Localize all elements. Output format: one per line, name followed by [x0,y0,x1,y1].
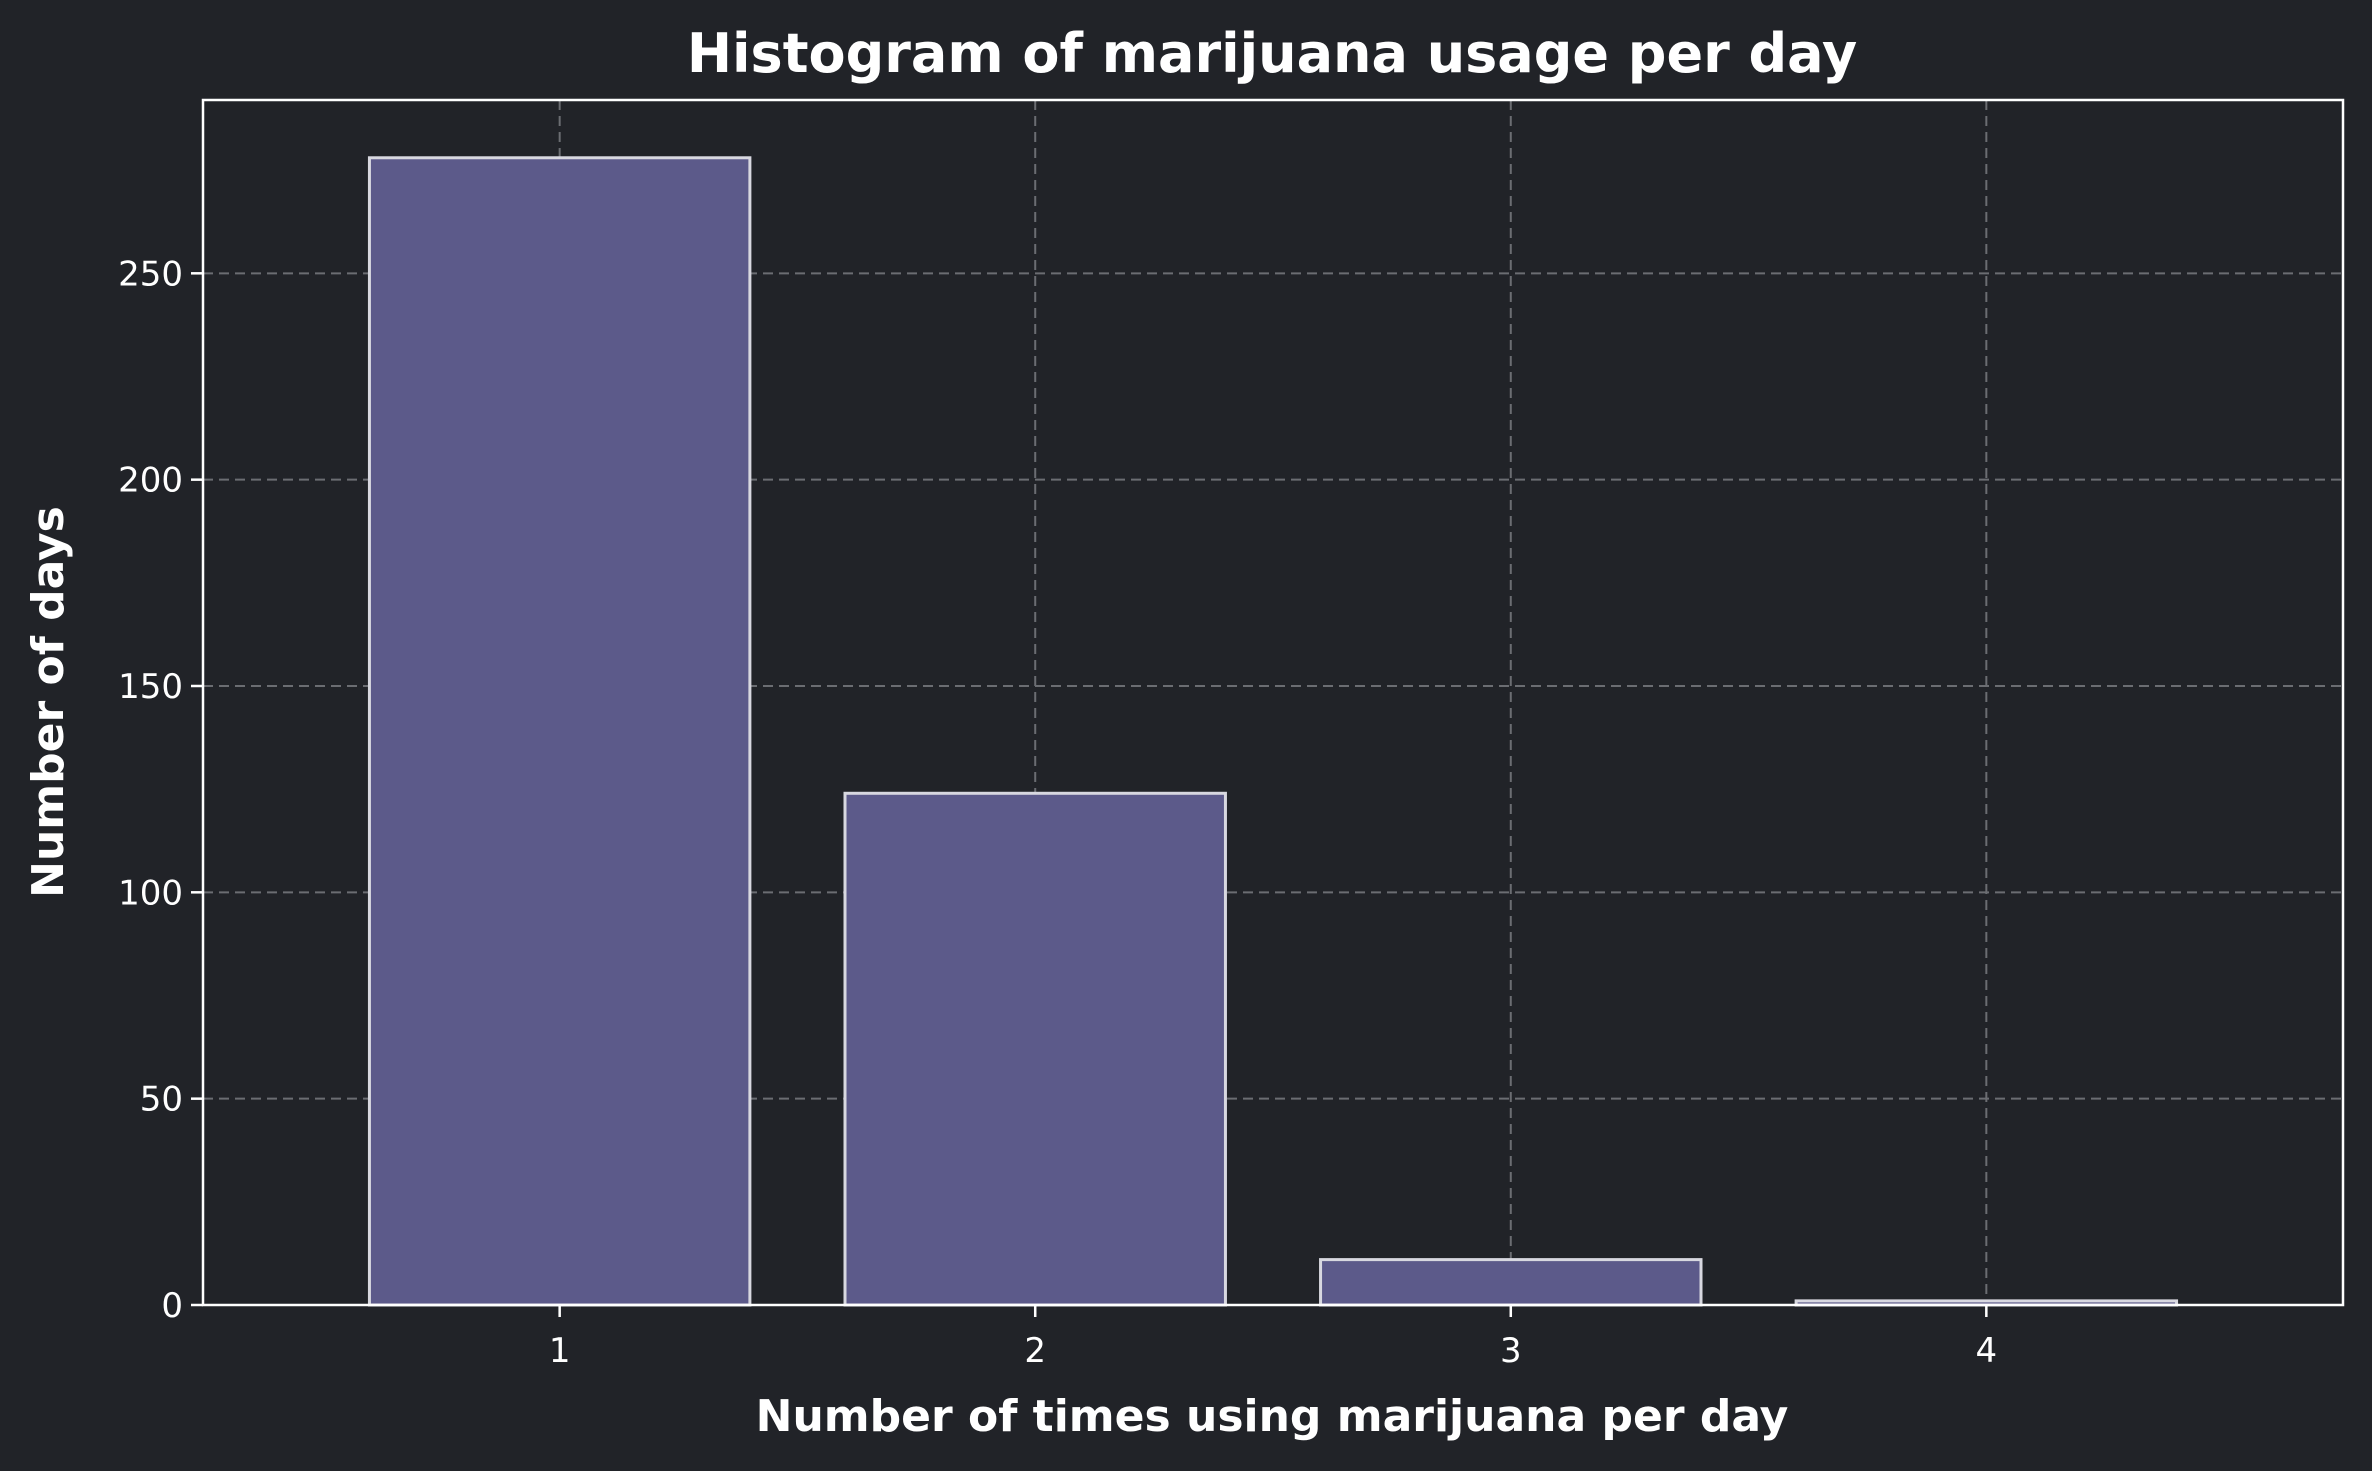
y-tick-label: 250 [118,254,183,294]
chart-title: Histogram of marijuana usage per day [687,22,1857,85]
x-tick-label: 1 [549,1331,571,1371]
plot-frame [201,98,2345,1307]
axes-layer [191,98,2345,1317]
y-tick-label: 150 [118,667,183,707]
y-axis-label: Number of days [23,506,74,898]
x-tick-label: 3 [1500,1331,1522,1371]
bar-3 [1319,1258,1703,1307]
x-tick-labels: 1 2 3 4 [549,1331,1997,1371]
x-tick-label: 4 [1976,1331,1998,1371]
x-tick-label: 2 [1024,1331,1046,1371]
y-tick-label: 0 [161,1286,183,1326]
y-tick-label: 200 [118,461,183,501]
bar-1 [367,156,752,1307]
y-tick-labels: 0 50 100 150 200 250 [118,254,183,1326]
y-tick-label: 50 [140,1080,183,1120]
bar-2 [843,791,1227,1307]
x-axis-label: Number of times using marijuana per day [756,1391,1789,1442]
y-tick-label: 100 [118,873,183,913]
